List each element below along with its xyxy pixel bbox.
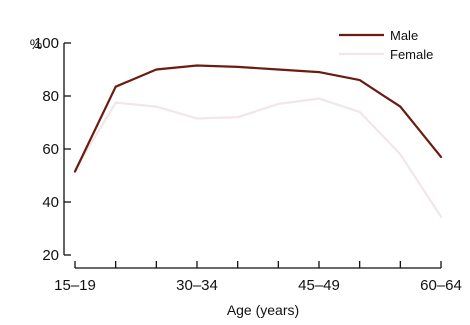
x-axis: 15–19 30–34 45–49 60–64: [54, 261, 462, 294]
y-tick-label: 40: [42, 194, 59, 211]
x-axis-title: Age (years): [227, 302, 299, 318]
legend-label-female: Female: [390, 47, 433, 62]
y-tick-label: 80: [42, 88, 59, 105]
y-axis: 20 40 60 80 100: [34, 35, 71, 264]
series-line-male: [73, 64, 443, 173]
x-tick-label: 60–64: [420, 277, 462, 294]
series-line-female: [73, 97, 443, 218]
y-tick-label: 20: [42, 247, 59, 264]
legend: Male Female: [339, 28, 433, 62]
y-tick-label: 60: [42, 141, 59, 158]
y-tick-label: 100: [34, 35, 59, 52]
legend-label-male: Male: [390, 28, 418, 43]
x-tick-label: 45–49: [298, 277, 340, 294]
y-axis-title: %: [30, 36, 42, 52]
x-tick-label: 30–34: [176, 277, 218, 294]
series-group: [73, 64, 443, 218]
x-tick-label: 15–19: [54, 277, 96, 294]
